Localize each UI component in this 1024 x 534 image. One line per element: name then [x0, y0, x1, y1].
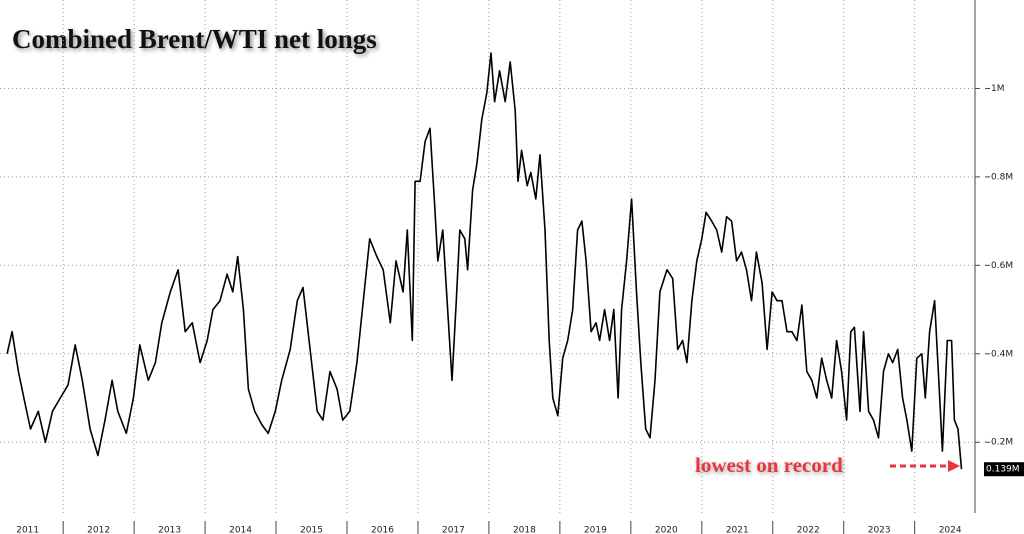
x-tick-label: 2019 — [584, 526, 607, 534]
x-tick-label: 2016 — [371, 526, 394, 534]
x-tick-label: 2013 — [158, 526, 181, 534]
x-tick-label: 2014 — [229, 526, 252, 534]
y-tick-label: 0.8M — [991, 172, 1013, 182]
annotation: lowest on record — [695, 453, 843, 477]
last-value-box — [984, 462, 1024, 477]
x-tick-label: 2018 — [513, 526, 536, 534]
x-tick-label: 2011 — [16, 526, 39, 534]
y-tick-label: 1M — [991, 84, 1005, 94]
last-value-label: 0.139M — [986, 465, 1020, 475]
series-line — [6, 52, 963, 470]
y-tick-label: 0.6M — [991, 261, 1013, 271]
x-tick-label: 2022 — [797, 526, 820, 534]
x-tick-label: 2021 — [726, 526, 749, 534]
x-tick-label: 2015 — [300, 526, 323, 534]
x-tick-label: 2020 — [655, 526, 678, 534]
x-tick-label: 2023 — [868, 526, 891, 534]
y-tick-label: 0.4M — [991, 349, 1013, 359]
y-tick-label: 0.2M — [991, 438, 1013, 448]
chart-title: Combined Brent/WTI net longs — [12, 24, 377, 54]
annotation-arrowhead — [948, 460, 960, 472]
x-tick-label: 2017 — [442, 526, 465, 534]
x-tick-label: 2012 — [87, 526, 110, 534]
x-tick-label: 2024 — [939, 526, 962, 534]
